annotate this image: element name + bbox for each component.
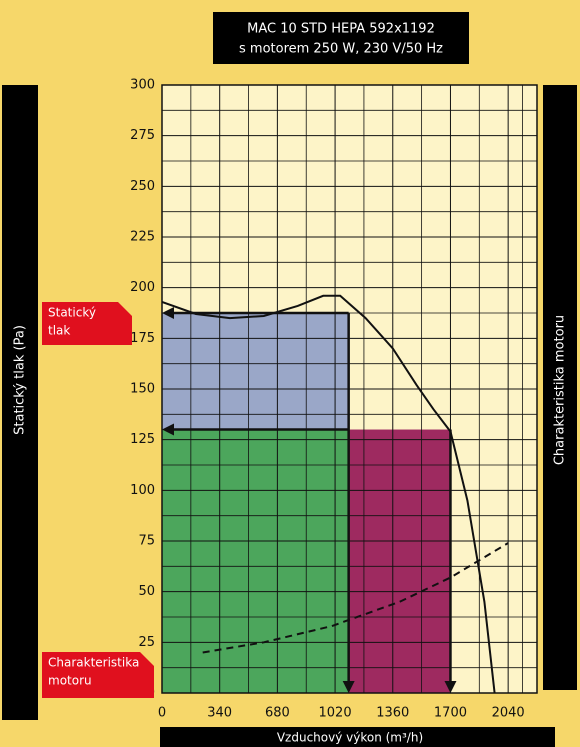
x-tick-label: 340	[207, 706, 232, 721]
x-tick-label: 680	[265, 706, 290, 721]
chart-subtitle: s motorem 250 W, 230 V/50 Hz	[239, 42, 443, 57]
x-tick-label: 1360	[376, 706, 409, 721]
right-band	[543, 85, 577, 690]
y-tick-label: 300	[130, 78, 155, 93]
y-tick-label: 125	[130, 432, 155, 447]
left-band	[2, 85, 38, 720]
static-region	[162, 313, 349, 430]
chart-title: MAC 10 STD HEPA 592x1192	[247, 22, 435, 37]
annotation-text: motoru	[48, 674, 92, 688]
y-tick-label: 75	[138, 534, 155, 549]
annotation-tag	[42, 652, 154, 698]
y-axis-label: Statický tlak (Pa)	[13, 325, 28, 435]
x-tick-label: 1700	[434, 706, 467, 721]
series-line	[202, 542, 509, 654]
annotation-text: Statický	[48, 306, 96, 320]
right-label: Charakteristika motoru	[553, 315, 568, 465]
annotation-text: Charakteristika	[48, 656, 139, 670]
y-tick-label: 225	[130, 230, 155, 245]
arrow-head	[342, 681, 355, 693]
y-tick-label: 25	[138, 635, 155, 650]
plot: 0255075100125150175200225250275300034068…	[130, 78, 538, 721]
motor-region	[162, 429, 349, 693]
series-line	[161, 294, 496, 694]
annotation-tag	[42, 302, 132, 345]
x-tick-label: 2040	[492, 706, 525, 721]
y-tick-label: 50	[138, 584, 155, 599]
x-tick-label: 0	[158, 706, 166, 721]
y-tick-label: 200	[130, 280, 155, 295]
arrow-head	[444, 681, 457, 693]
plot-border	[161, 84, 538, 694]
x-tick-label: 1020	[319, 706, 352, 721]
x-axis-label: Vzduchový výkon (m³/h)	[277, 731, 423, 745]
bottom-band	[160, 727, 555, 747]
annotations: Statický tlak Charakteristika motoru	[48, 306, 139, 688]
y-tick-label: 150	[130, 382, 155, 397]
y-tick-label: 175	[130, 331, 155, 346]
arrow-head	[162, 307, 174, 319]
motor-extra-region	[348, 429, 451, 693]
annotation-text: tlak	[48, 324, 70, 338]
arrow-head	[162, 423, 174, 436]
y-tick-label: 275	[130, 128, 155, 143]
y-tick-label: 100	[130, 483, 155, 498]
y-tick-label: 250	[130, 179, 155, 194]
title-box	[213, 12, 469, 64]
